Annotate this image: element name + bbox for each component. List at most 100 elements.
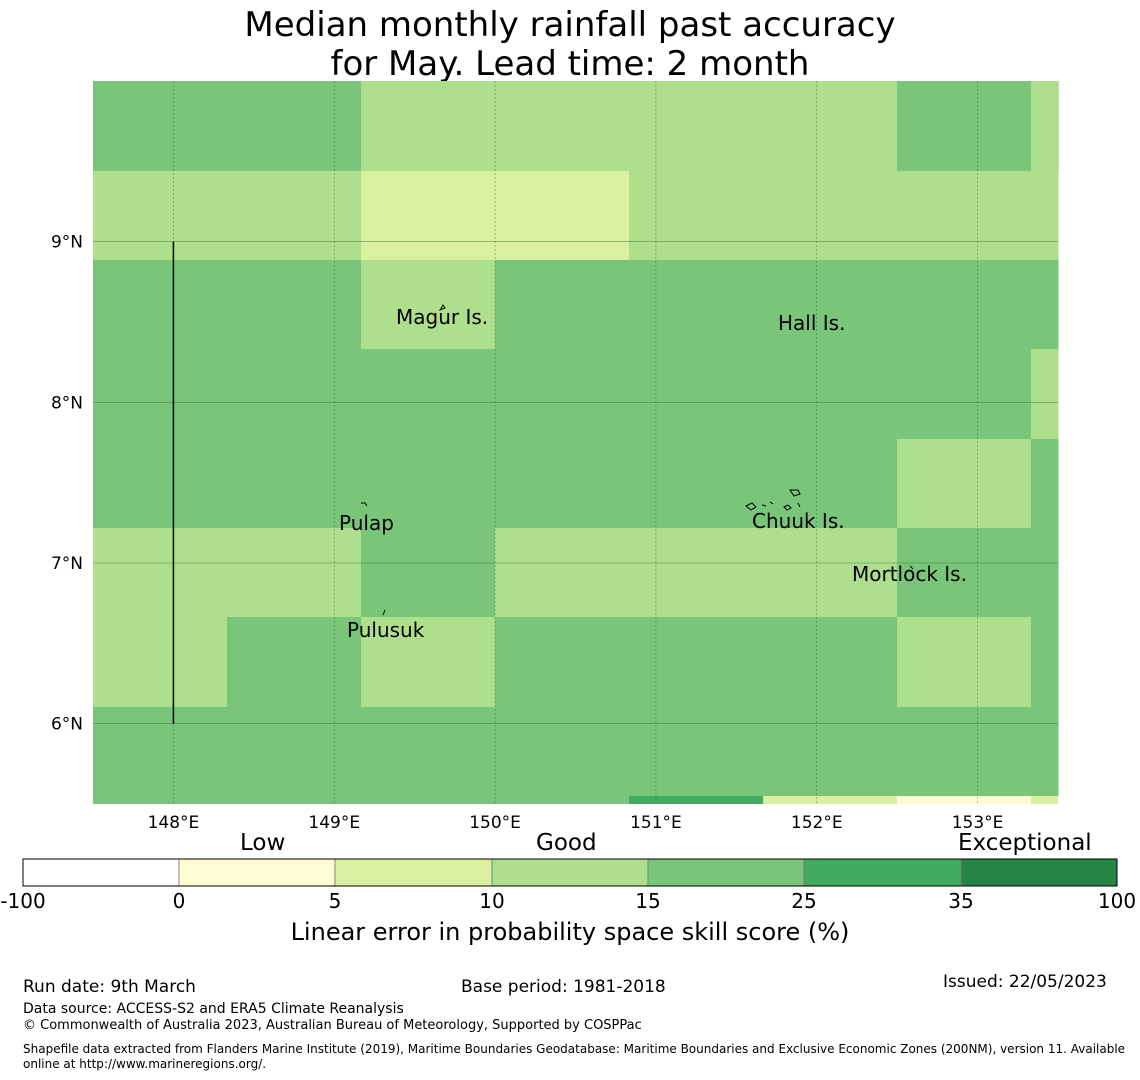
grid-cell bbox=[93, 707, 228, 797]
grid-cell bbox=[93, 349, 228, 440]
grid-cell bbox=[1031, 707, 1058, 797]
grid-cell bbox=[629, 528, 764, 618]
longitude-tick-label: 151°E bbox=[630, 813, 682, 833]
island-outline bbox=[745, 489, 801, 511]
grid-cell bbox=[629, 81, 764, 172]
island-label: Mortlock Is. bbox=[852, 562, 967, 586]
grid-cell bbox=[1031, 617, 1058, 708]
colorbar-tick: 5 bbox=[328, 889, 342, 913]
grid-cell bbox=[897, 171, 1032, 261]
grid-cell bbox=[897, 707, 1032, 797]
colorbar-category-exceptional: Exceptional bbox=[958, 830, 1092, 856]
grid-cell bbox=[763, 81, 898, 172]
grid-cell bbox=[897, 528, 1032, 618]
grid-cell bbox=[1031, 81, 1058, 172]
grid-cell bbox=[361, 260, 496, 350]
grid-cell bbox=[495, 439, 630, 529]
grid-cell bbox=[93, 796, 227, 804]
grid-cell bbox=[361, 81, 496, 172]
grid-cell bbox=[629, 349, 764, 440]
chart-title-line2: for May. Lead time: 2 month bbox=[330, 44, 810, 84]
data-source: Data source: ACCESS-S2 and ERA5 Climate … bbox=[23, 1001, 404, 1017]
grid-cell bbox=[897, 439, 1032, 529]
grid-cell bbox=[1031, 171, 1058, 261]
shapefile-credit: Shapefile data extracted from Flanders M… bbox=[23, 1042, 1126, 1071]
longitude-tick-label: 153°E bbox=[952, 813, 1004, 833]
grid-cell bbox=[361, 528, 496, 618]
grid-cell bbox=[897, 260, 1032, 350]
latitude-tick-label: 6°N bbox=[51, 715, 83, 735]
grid-cell bbox=[763, 528, 898, 618]
colorbar bbox=[22, 858, 1118, 887]
island-outline bbox=[382, 609, 386, 616]
island-outline bbox=[438, 304, 446, 312]
grid-cell bbox=[361, 439, 496, 529]
grid-cell bbox=[361, 617, 496, 708]
grid-cell bbox=[629, 439, 764, 529]
grid-cell bbox=[897, 349, 1032, 440]
latitude-tick-label: 8°N bbox=[51, 393, 83, 413]
grid-cell bbox=[93, 528, 228, 618]
grid-cell bbox=[227, 439, 362, 529]
colorbar-tick: 10 bbox=[479, 889, 505, 913]
grid-cell bbox=[1031, 796, 1058, 804]
grid-cell bbox=[763, 171, 898, 261]
grid-cell bbox=[763, 260, 898, 350]
grid-cell bbox=[227, 260, 362, 350]
grid-cell bbox=[93, 439, 228, 529]
grid-cell bbox=[763, 349, 898, 440]
grid-cell bbox=[495, 81, 630, 172]
longitude-tick-label: 152°E bbox=[791, 813, 843, 833]
latitude-tick-label: 7°N bbox=[51, 554, 83, 574]
grid-cell bbox=[629, 260, 764, 350]
colorbar-tick: -100 bbox=[0, 889, 46, 913]
colorbar-category-low: Low bbox=[240, 830, 286, 856]
island-labels: Magur Is. Hall Is. Pulap Chuuk Is. Mortlock … bbox=[339, 305, 967, 642]
colorbar-tick: 15 bbox=[635, 889, 661, 913]
run-date: Run date: 9th March bbox=[23, 977, 196, 997]
colorbar-segment bbox=[22, 858, 180, 887]
longitude-tick-label: 150°E bbox=[469, 813, 521, 833]
grid-cell bbox=[1031, 349, 1058, 440]
colorbar-tick: 35 bbox=[948, 889, 974, 913]
colorbar-segment bbox=[334, 858, 493, 887]
colorbar-segment bbox=[647, 858, 805, 887]
colorbar-label: Linear error in probability space skill … bbox=[290, 918, 850, 946]
grid-cell bbox=[495, 707, 630, 797]
rainfall-accuracy-map: Magur Is. Hall Is. Pulap Chuuk Is. Mortlock … bbox=[22, 81, 1118, 887]
grid-cell bbox=[227, 349, 362, 440]
colorbar-tick: 25 bbox=[791, 889, 817, 913]
grid-cell bbox=[763, 707, 898, 797]
grid-cell bbox=[93, 617, 228, 708]
colorbar-frame bbox=[22, 858, 1118, 887]
colorbar-segment bbox=[803, 858, 962, 887]
colorbar-segment bbox=[491, 858, 649, 887]
grid-cell bbox=[227, 796, 361, 804]
island-outline bbox=[909, 565, 914, 570]
grid-cell bbox=[361, 796, 629, 804]
grid-cell bbox=[495, 349, 630, 440]
grid-cell bbox=[629, 707, 764, 797]
latitude-tick-labels: 9°N 8°N 7°N 6°N bbox=[51, 233, 83, 735]
grid-cell bbox=[495, 260, 630, 350]
colorbar-segment bbox=[960, 858, 1118, 887]
base-period: Base period: 1981-2018 bbox=[461, 977, 666, 997]
issued-date: Issued: 22/05/2023 bbox=[943, 972, 1107, 992]
grid-cell bbox=[93, 171, 228, 261]
grid-cell bbox=[897, 617, 1032, 708]
longitude-tick-label: 148°E bbox=[148, 813, 200, 833]
grid-cell bbox=[629, 617, 764, 708]
island-label: Pulusuk bbox=[347, 618, 425, 642]
grid-cell bbox=[361, 349, 496, 440]
island-label: Magur Is. bbox=[396, 305, 488, 329]
colorbar-tick: 100 bbox=[1097, 889, 1137, 913]
copyright: © Commonwealth of Australia 2023, Austra… bbox=[23, 1018, 642, 1033]
map-cells bbox=[93, 81, 1059, 804]
grid-cell bbox=[763, 439, 898, 529]
colorbar-tick: 0 bbox=[172, 889, 186, 913]
grid-cell bbox=[763, 617, 898, 708]
island-label: Hall Is. bbox=[778, 311, 845, 335]
grid-cell bbox=[1031, 439, 1058, 529]
grid-cell bbox=[227, 707, 362, 797]
grid-cell bbox=[1031, 260, 1058, 350]
